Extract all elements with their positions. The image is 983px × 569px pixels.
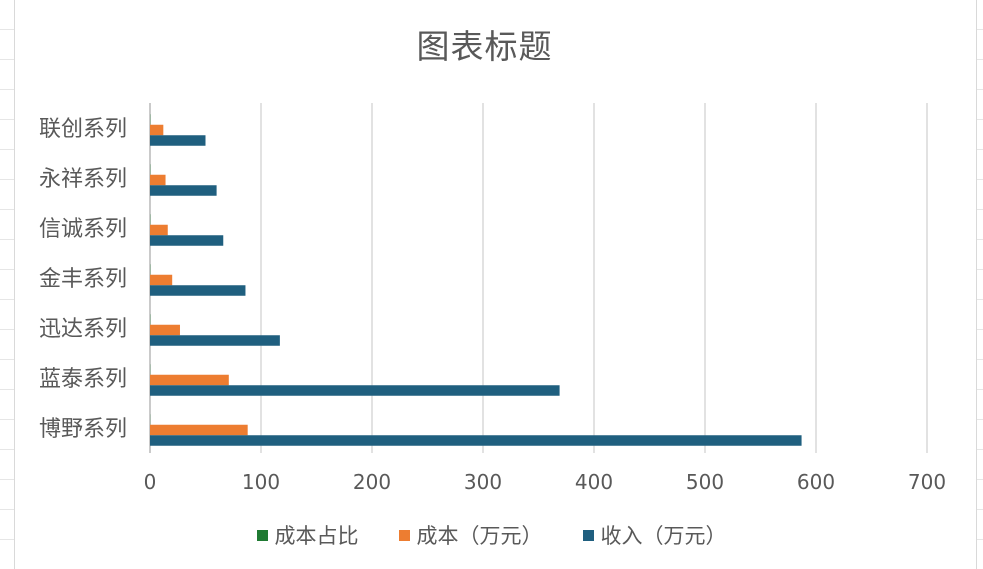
bar-cost-6 [150, 424, 248, 436]
legend-label-cost-ratio: 成本占比 [274, 524, 359, 548]
bar-revenue-2 [150, 235, 224, 246]
bar-cost-5 [150, 374, 229, 386]
legend-swatch-revenue [582, 529, 594, 541]
bar-revenue-5 [150, 385, 560, 396]
y-category-label-6: 博野系列 [39, 417, 127, 442]
bar-cost-4 [150, 324, 180, 336]
bar-revenue-0 [150, 135, 206, 146]
x-tick-label-500: 500 [686, 470, 724, 494]
y-category-label-5: 蓝泰系列 [39, 367, 127, 392]
legend-swatch-cost-ratio [256, 529, 268, 541]
y-category-label-4: 迅达系列 [39, 317, 127, 342]
legend-label-cost: 成本（万元） [416, 524, 543, 548]
bar-cost-3 [150, 274, 173, 286]
x-tick-label-0: 0 [144, 470, 157, 494]
legend-item-cost-ratio: 成本占比 [256, 520, 359, 550]
x-tick-label-400: 400 [575, 470, 613, 494]
legend-item-cost: 成本（万元） [398, 520, 543, 550]
chart-title: 图表标题 [416, 27, 553, 66]
y-category-label-3: 金丰系列 [39, 267, 127, 292]
x-tick-label-200: 200 [353, 470, 391, 494]
bar-revenue-4 [150, 335, 280, 346]
legend-item-revenue: 收入（万元） [582, 520, 727, 550]
x-tick-label-600: 600 [797, 470, 835, 494]
bar-revenue-3 [150, 285, 246, 296]
x-tick-label-100: 100 [242, 470, 280, 494]
x-tick-label-700: 700 [908, 470, 946, 494]
bar-cost-1 [150, 174, 166, 186]
legend-swatch-cost [398, 529, 410, 541]
y-category-label-1: 永祥系列 [39, 167, 127, 192]
bar-revenue-6 [150, 435, 802, 446]
bar-cost-0 [150, 124, 164, 136]
legend-label-revenue: 收入（万元） [600, 524, 727, 548]
x-tick-label-300: 300 [464, 470, 502, 494]
legend: 成本占比 成本（万元） 收入（万元） [0, 520, 983, 550]
y-category-label-0: 联创系列 [39, 117, 127, 142]
y-category-label-2: 信诚系列 [39, 217, 127, 242]
bar-cost-2 [150, 224, 168, 236]
bar-revenue-1 [150, 185, 217, 196]
